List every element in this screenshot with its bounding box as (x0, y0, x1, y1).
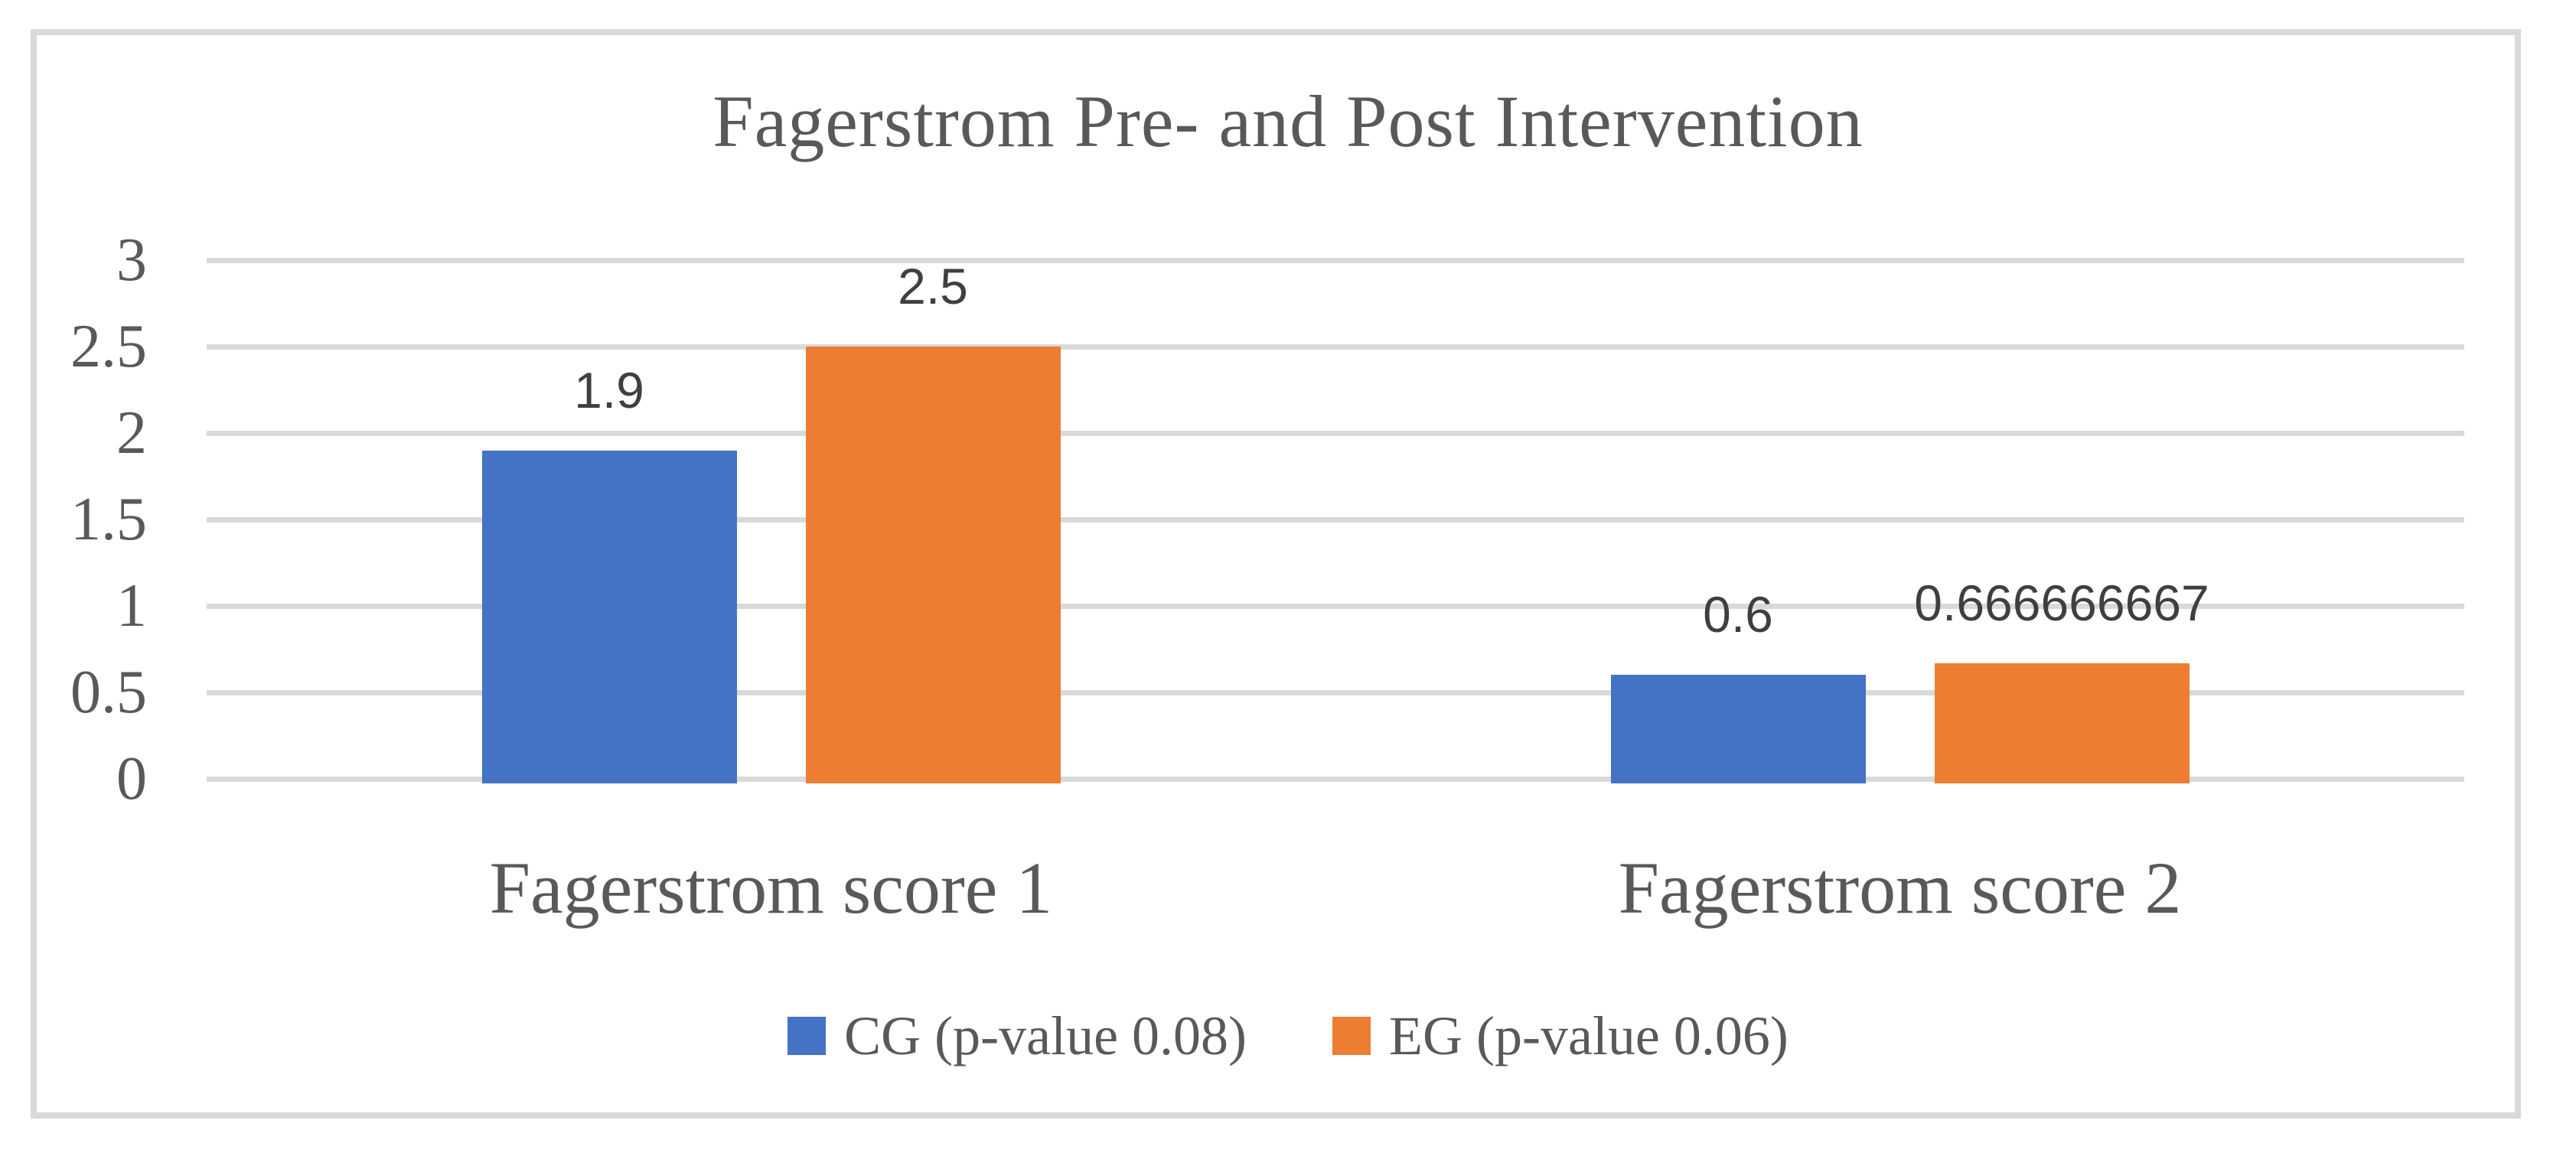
bar-value-label-cg-category-2: 0.6 (1703, 586, 1773, 643)
gridline (207, 258, 2464, 263)
y-axis-tick-label: 1 (116, 572, 147, 640)
gridline (207, 690, 2464, 695)
chart-title: Fagerstrom Pre- and Post Intervention (712, 80, 1864, 162)
bar-cg-category-1 (481, 450, 737, 783)
gridline (207, 344, 2464, 350)
bar-eg-category-1 (805, 347, 1061, 783)
chart-frame (31, 29, 2521, 1119)
legend-label-eg: EG (p-value 0.06) (1389, 1005, 1789, 1066)
x-axis-category-label-2: Fagerstrom score 2 (1618, 847, 2182, 929)
gridline (207, 431, 2464, 436)
y-axis-tick-label: 0 (116, 745, 147, 812)
bar-eg-category-2 (1934, 663, 2190, 783)
gridline (207, 517, 2464, 523)
legend-swatch-cg (787, 1017, 827, 1055)
y-axis-tick-label: 2.5 (70, 313, 147, 380)
legend-swatch-eg (1332, 1017, 1371, 1055)
gridline (207, 604, 2464, 609)
legend-item-cg: CG (p-value 0.08) (787, 1008, 1247, 1063)
legend-item-eg: EG (p-value 0.06) (1332, 1008, 1789, 1063)
y-axis-tick-label: 2 (116, 399, 147, 467)
y-axis-tick-label: 3 (116, 226, 147, 294)
bar-cg-category-2 (1610, 675, 1866, 783)
x-axis-category-label-1: Fagerstrom score 1 (489, 847, 1053, 929)
bar-value-label-eg-category-2: 0.666666667 (1914, 575, 2209, 632)
legend-label-cg: CG (p-value 0.08) (844, 1005, 1247, 1066)
bar-value-label-cg-category-1: 1.9 (574, 361, 644, 418)
legend: CG (p-value 0.08) EG (p-value 0.06) (0, 1008, 2576, 1063)
gridline (207, 777, 2464, 782)
bar-value-label-eg-category-1: 2.5 (898, 258, 968, 314)
y-axis-tick-label: 0.5 (70, 659, 147, 726)
y-axis-tick-label: 1.5 (70, 486, 147, 553)
